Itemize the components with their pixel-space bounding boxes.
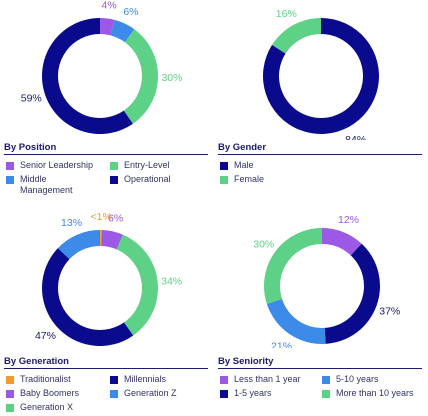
legend-item: Less than 1 year xyxy=(220,374,320,385)
legend-swatch xyxy=(110,389,118,398)
donut-slice xyxy=(272,18,321,54)
slice-data-label: 47% xyxy=(35,330,56,342)
slice-data-label: 59% xyxy=(21,92,42,104)
donut-chart-gender: 84% 16% xyxy=(263,8,379,140)
donut-chart-seniority: 12% 37% 21% 30% xyxy=(253,214,400,348)
legend-item: Traditionalist xyxy=(6,374,106,385)
legend-item: Entry-Level xyxy=(110,160,210,171)
slice-data-label: 6% xyxy=(108,213,123,225)
divider xyxy=(218,154,422,155)
slice-data-label: 84% xyxy=(345,134,366,140)
legend-label: Generation X xyxy=(20,402,74,412)
donut-slice xyxy=(41,18,133,134)
donut-slice xyxy=(100,18,115,36)
legend-label: Millennials xyxy=(124,374,167,384)
donut-slice xyxy=(100,230,102,247)
slice-data-label: <1% xyxy=(90,211,111,223)
legend-swatch xyxy=(220,389,228,398)
legend-swatch xyxy=(322,389,330,398)
legend-swatch xyxy=(110,375,118,384)
legend-swatch xyxy=(110,161,118,170)
legend-item: 1-5 years xyxy=(220,388,320,399)
legend-item: Female xyxy=(220,174,340,185)
legend-swatch xyxy=(220,375,228,384)
donut-slice xyxy=(116,234,158,336)
legend-item: 5-10 years xyxy=(322,374,422,385)
chart-title: By Seniority xyxy=(218,356,274,367)
legend-label: Entry-Level xyxy=(124,160,170,170)
divider xyxy=(4,368,208,369)
donut-chart-generation: <1%6% 34% 47% 13% xyxy=(35,211,182,346)
chart-title: By Gender xyxy=(218,142,267,153)
divider xyxy=(4,154,208,155)
legend-label: Female xyxy=(234,174,265,184)
donut-slice xyxy=(101,230,123,250)
donut-slice xyxy=(57,230,100,260)
legend-item: Generation X xyxy=(6,402,106,413)
legend-label: Middle Management xyxy=(20,174,73,195)
legend-label: Baby Boomers xyxy=(20,388,80,398)
legend-label: Senior Leadership xyxy=(20,160,94,170)
slice-data-label: 30% xyxy=(161,72,182,84)
donut-slice xyxy=(264,228,322,304)
legend-swatch xyxy=(110,175,118,184)
legend-label: Male xyxy=(234,160,254,170)
donut-slice xyxy=(110,19,135,43)
chart-panel-gender: 84% 16% By Gender Male Female xyxy=(214,0,428,208)
legend-swatch xyxy=(322,375,330,384)
legend-swatch xyxy=(220,161,228,170)
donut-slice xyxy=(266,298,326,344)
legend-label: Traditionalist xyxy=(20,374,71,384)
legend-label: More than 10 years xyxy=(336,388,414,398)
legend-label: Less than 1 year xyxy=(234,374,301,384)
legend-label: Generation Z xyxy=(124,388,177,398)
legend-item: More than 10 years xyxy=(322,388,422,399)
slice-data-label: 12% xyxy=(338,214,359,226)
legend-label: 5-10 years xyxy=(336,374,379,384)
legend-swatch xyxy=(6,175,14,184)
slice-data-label: 21% xyxy=(271,341,292,348)
chart-panel-position: 4% 6% 30% 59% By Position Senior Leadership… xyxy=(0,0,214,208)
donut-slice xyxy=(322,228,362,256)
legend-swatch xyxy=(6,161,14,170)
slice-data-label: 13% xyxy=(61,217,82,229)
slice-data-label: 30% xyxy=(253,239,274,251)
donut-slice xyxy=(324,243,380,344)
legend-item: Middle Management xyxy=(6,174,86,196)
legend-item: Male xyxy=(220,160,340,171)
donut-slice xyxy=(123,29,158,124)
donut-chart-position: 4% 6% 30% 59% xyxy=(21,0,182,134)
slice-data-label: 6% xyxy=(123,6,138,18)
chart-panel-generation: <1% 6% 34% 47% 13% By Generation Traditional… xyxy=(0,208,214,416)
divider xyxy=(218,368,422,369)
legend-swatch xyxy=(6,403,14,412)
legend-item: Senior Leadership xyxy=(6,160,106,171)
legend-item: Baby Boomers xyxy=(6,388,106,399)
slice-data-label: 34% xyxy=(161,276,182,288)
legend-swatch xyxy=(6,375,14,384)
legend-label: Operational xyxy=(124,174,171,184)
legend-item: Millennials xyxy=(110,374,210,385)
slice-data-label: 37% xyxy=(379,305,400,317)
legend-swatch xyxy=(220,175,228,184)
chart-title: By Position xyxy=(4,142,57,153)
donut-slice xyxy=(42,248,134,346)
slice-data-label: 4% xyxy=(102,0,117,12)
legend-item: Generation Z xyxy=(110,388,210,399)
slice-data-label: 16% xyxy=(276,8,297,20)
legend-item: Operational xyxy=(110,174,210,185)
chart-panel-seniority: 12% 37% 21% 30% By Seniority Less than 1 ye… xyxy=(214,208,428,416)
legend-label: 1-5 years xyxy=(234,388,272,398)
chart-title: By Generation xyxy=(4,356,69,367)
legend-swatch xyxy=(6,389,14,398)
